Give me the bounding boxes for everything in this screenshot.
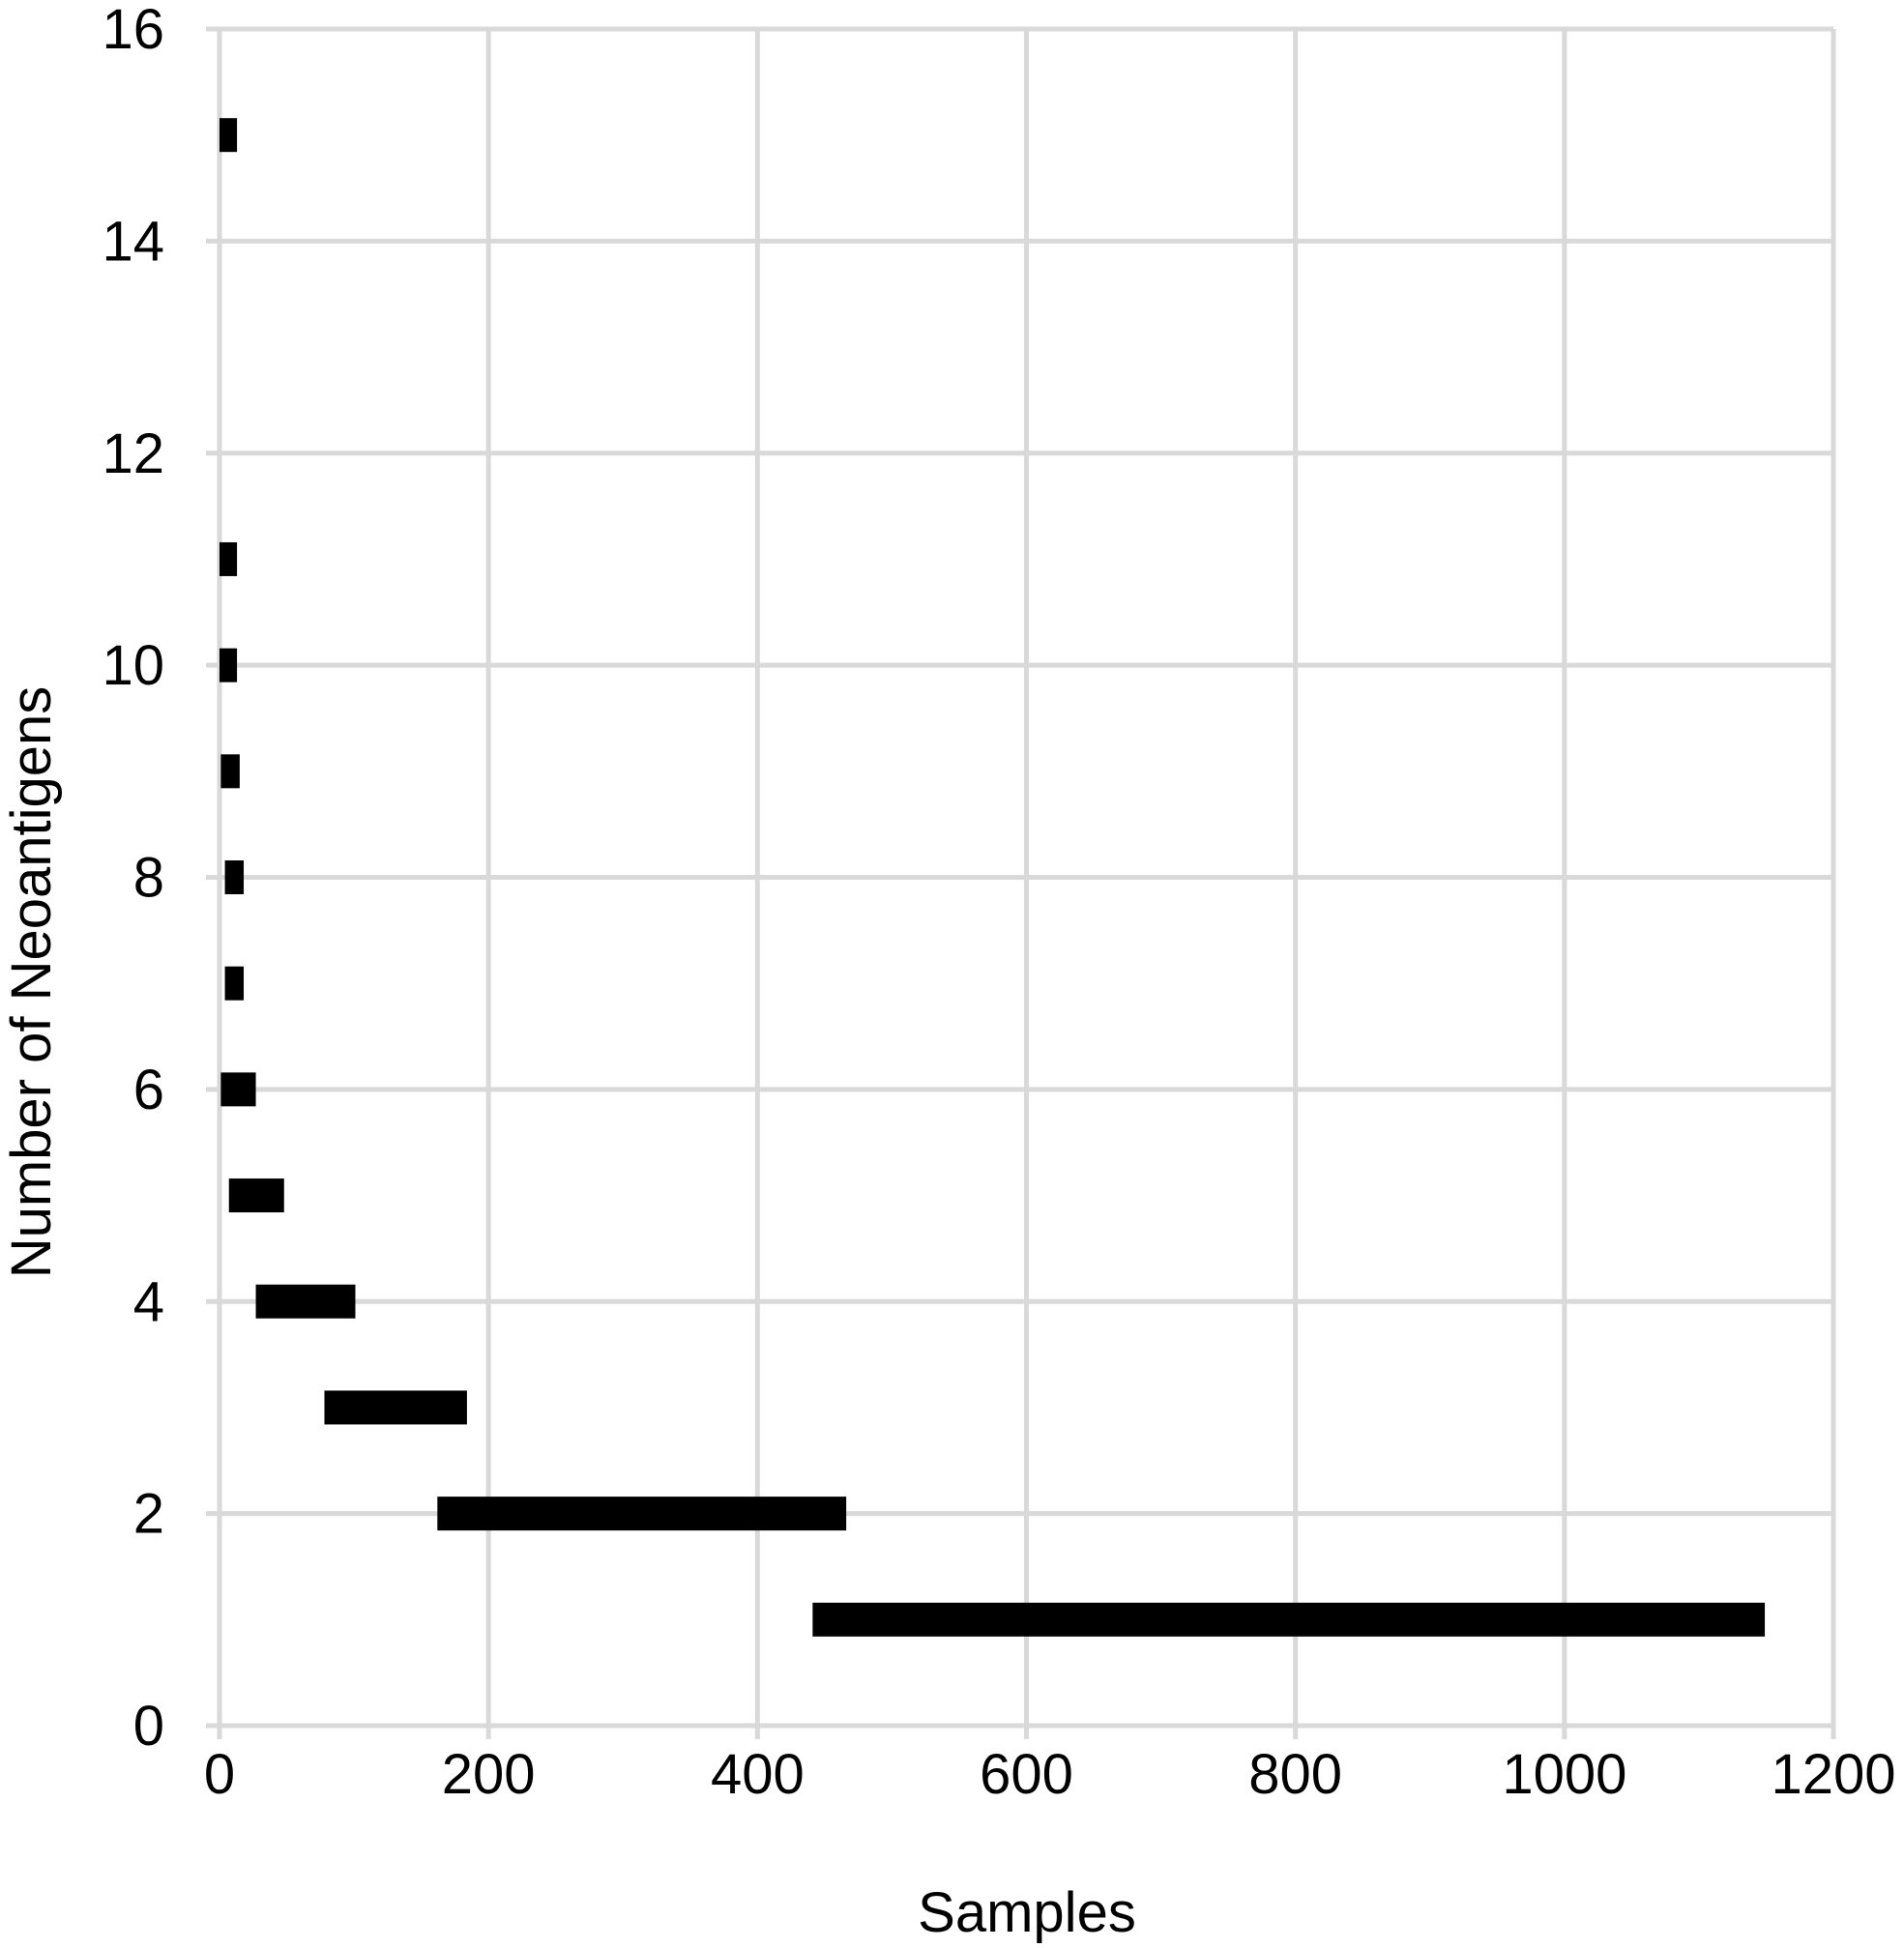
y-tick-label: 2 [133,1483,164,1546]
x-tick-label: 0 [204,1743,235,1806]
range-bar [437,1497,847,1531]
y-tick-label: 14 [102,210,164,273]
x-tick-label: 400 [711,1743,805,1806]
range-bar [220,1072,256,1107]
range-bar [220,541,238,576]
range-bars [220,118,1766,1637]
y-axis-title: Number of Neoantigens [0,686,63,1279]
range-bar [224,966,245,1001]
x-tick-label: 800 [1248,1743,1342,1806]
y-tick-label: 0 [133,1695,164,1758]
x-tick-label: 200 [442,1743,536,1806]
y-tick-label: 16 [102,0,164,61]
gridlines [206,26,1836,1739]
y-tick-label: 12 [102,422,164,485]
range-bar [228,1178,284,1213]
tick-labels: 0 200 400 600 800 1000 1200 0 2 4 6 8 10 12 14 16 [102,0,1895,1806]
range-bar [220,754,240,789]
y-tick-label: 10 [102,634,164,697]
y-tick-label: 4 [133,1270,164,1333]
range-bar [220,648,238,683]
range-bar [220,118,238,153]
x-tick-label: 600 [980,1743,1073,1806]
x-axis-title: Samples [918,1881,1136,1944]
x-tick-label: 1000 [1502,1743,1626,1806]
range-bar [224,860,245,894]
y-tick-label: 8 [133,847,164,910]
range-bar [812,1602,1766,1637]
y-tick-label: 6 [133,1059,164,1121]
range-bar [324,1390,467,1425]
x-tick-label: 1200 [1771,1743,1895,1806]
range-bar [255,1284,356,1319]
